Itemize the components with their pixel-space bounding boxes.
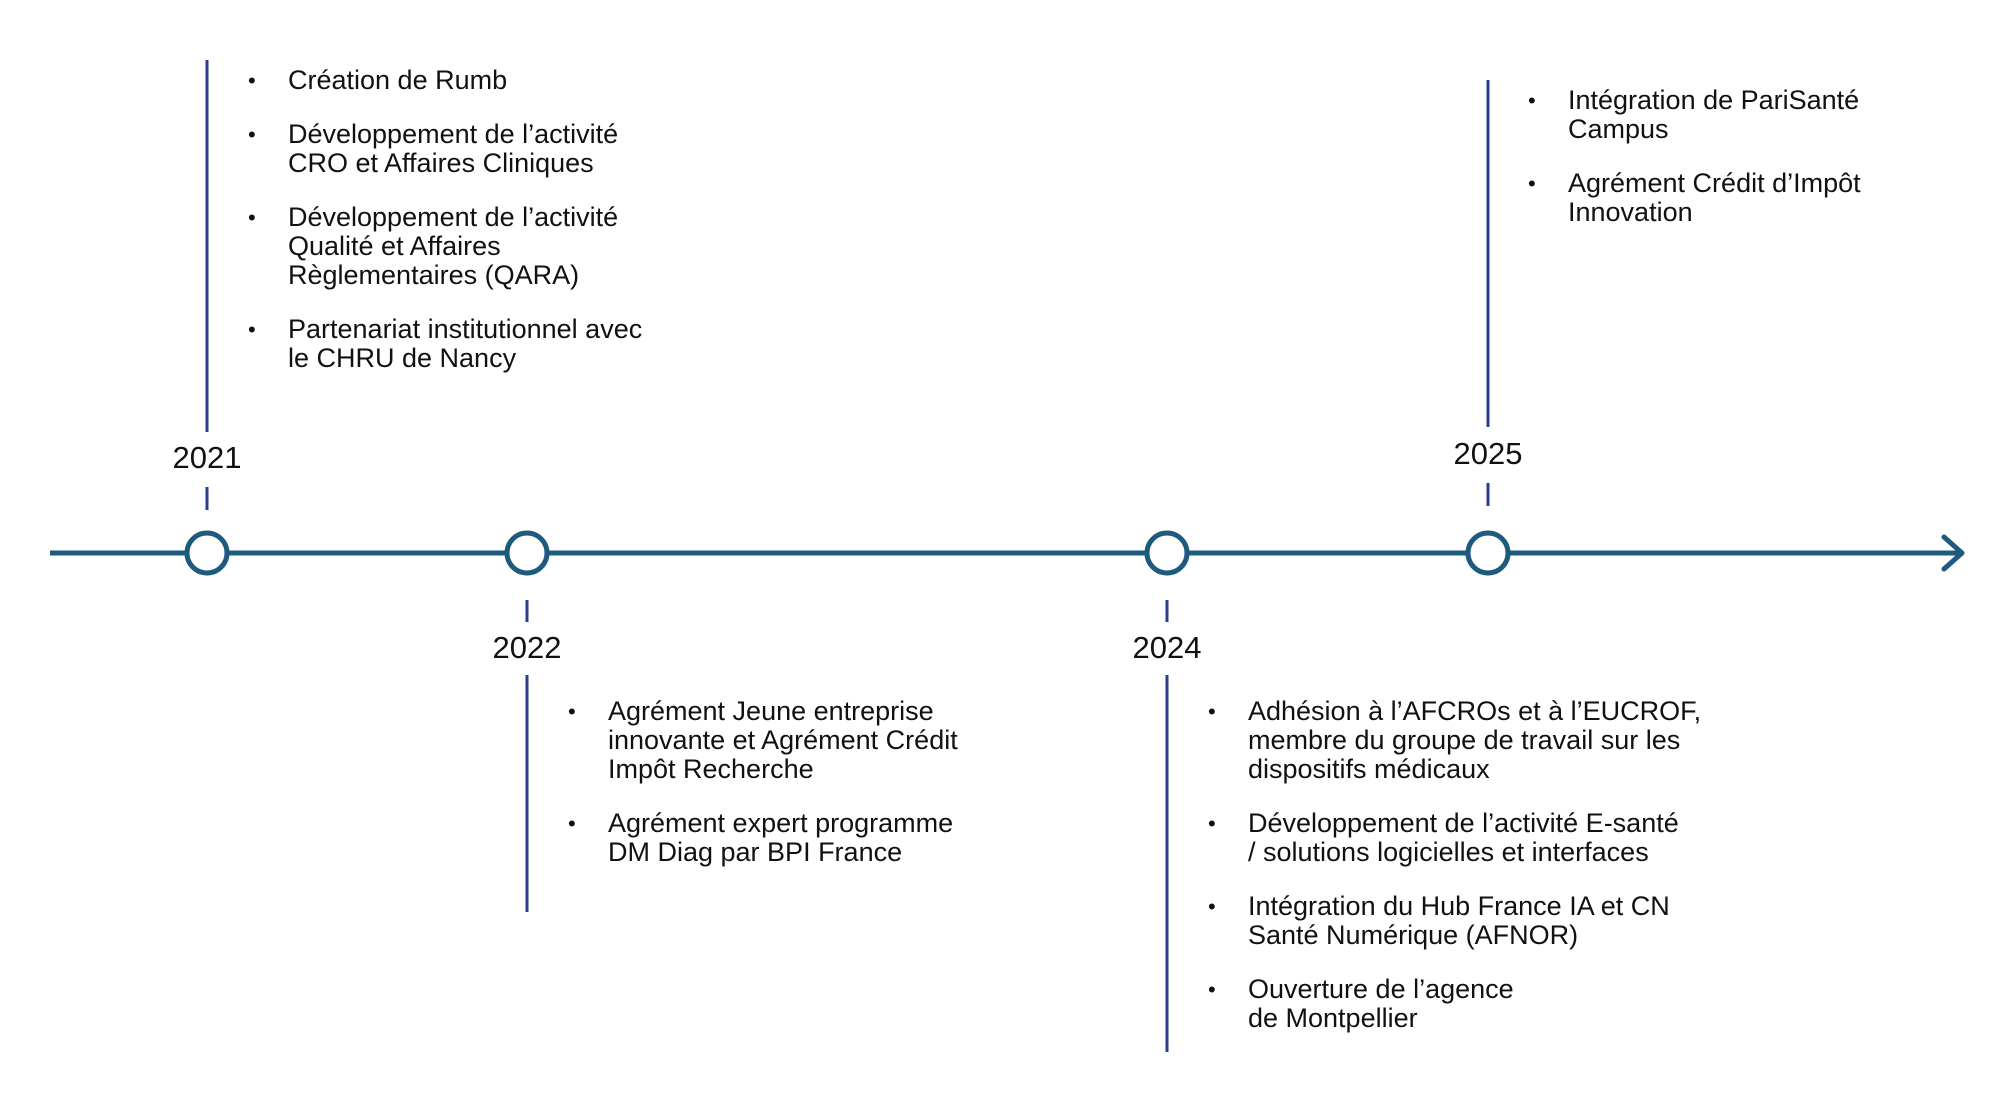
bullet-icon: • bbox=[1528, 171, 1536, 196]
list-item: • Intégration du Hub France IA et CN Sant… bbox=[1208, 891, 1670, 950]
bullet-icon: • bbox=[248, 205, 256, 230]
bullet-icon: • bbox=[1208, 977, 1216, 1002]
event-list-2025: • Intégration de PariSanté Campus • Agréme… bbox=[1528, 85, 1861, 252]
bullet-icon: • bbox=[1208, 811, 1216, 836]
event-list-2021: • Création de Rumb • Développement de l’ac… bbox=[248, 65, 643, 398]
list-item: • Intégration de PariSanté Campus bbox=[1528, 85, 1860, 144]
marker-2024 bbox=[1144, 530, 1190, 576]
bullet-icon: • bbox=[568, 699, 576, 724]
list-item: • Partenariat institutionnel avec le CHRU… bbox=[248, 314, 643, 373]
list-item: • Agrément Jeune entreprise innovante et … bbox=[568, 696, 958, 784]
list-item: • Développement de l’activité CRO et Affa… bbox=[248, 119, 619, 178]
bullet-icon: • bbox=[248, 68, 256, 93]
bullet-icon: • bbox=[248, 122, 256, 147]
event-list-2024: • Adhésion à l’AFCROs et à l’EUCROF, memb… bbox=[1208, 696, 1702, 1058]
list-item: • Développement de l’activité Qualité et … bbox=[248, 202, 619, 290]
bullet-icon: • bbox=[1208, 894, 1216, 919]
list-item: • Création de Rumb bbox=[248, 65, 508, 95]
year-label-2025: 2025 bbox=[1453, 436, 1523, 471]
list-item: • Adhésion à l’AFCROs et à l’EUCROF, memb… bbox=[1208, 696, 1702, 784]
list-item: • Agrément expert programme DM Diag par B… bbox=[568, 808, 954, 867]
list-item: • Agrément Crédit d’Impôt Innovation bbox=[1528, 168, 1861, 227]
marker-2022 bbox=[504, 530, 550, 576]
list-item: • Ouverture de l’agence de Montpellier bbox=[1208, 974, 1514, 1033]
year-label-2022: 2022 bbox=[492, 630, 562, 665]
bullet-icon: • bbox=[248, 317, 256, 342]
year-label-2024: 2024 bbox=[1132, 630, 1202, 665]
year-label-2021: 2021 bbox=[172, 440, 242, 475]
timeline-arrowhead bbox=[1941, 534, 1965, 572]
bullet-icon: • bbox=[568, 811, 576, 836]
event-list-2022: • Agrément Jeune entreprise innovante et … bbox=[568, 696, 958, 892]
bullet-icon: • bbox=[1208, 699, 1216, 724]
marker-2021 bbox=[184, 530, 230, 576]
list-item: • Développement de l’activité E-santé / s… bbox=[1208, 808, 1679, 867]
bullet-icon: • bbox=[1528, 88, 1536, 113]
marker-2025 bbox=[1465, 530, 1511, 576]
